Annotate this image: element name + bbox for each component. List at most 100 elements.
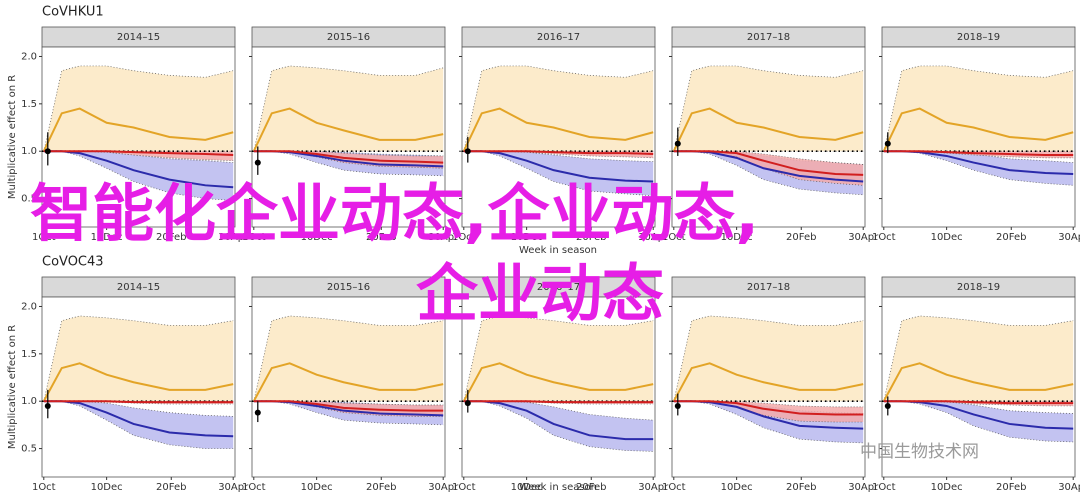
watermark: 中国生物技术网 <box>860 442 979 462</box>
panels: 2014–15 0.5 1.0 1.5 2.0 1Oct 10Dec 20Feb 30Apr 20… <box>21 26 1080 493</box>
ribbon-edge <box>673 65 864 152</box>
x-tick-label: 10Dec <box>91 482 123 493</box>
strip-label: 2015–16 <box>327 282 370 293</box>
strip-label: 2018–19 <box>957 32 1000 43</box>
ribbon-edge <box>253 400 444 426</box>
y-tick-label: 1.0 <box>21 146 37 157</box>
ribbon-edge <box>673 400 864 444</box>
ribbon <box>883 315 1074 402</box>
x-tick-label: 30Apr <box>1058 232 1080 243</box>
ribbon <box>673 401 864 423</box>
y-axis-label: Multiplicative effect on R <box>7 325 18 449</box>
start-point <box>464 400 471 407</box>
y-tick-label: 1.5 <box>21 349 37 360</box>
ribbon <box>43 151 234 201</box>
start-point <box>464 148 471 155</box>
strip-label: 2015–16 <box>327 32 370 43</box>
start-point <box>254 409 261 416</box>
x-axis-label: Week in season <box>519 482 597 493</box>
ribbon <box>253 65 444 152</box>
ribbon-edge <box>883 315 1074 402</box>
x-tick-label: 30Apr <box>218 482 249 493</box>
x-tick-label: 30Apr <box>218 232 249 243</box>
line <box>463 150 654 156</box>
ribbon-edge <box>883 65 1074 152</box>
line <box>462 107 654 152</box>
x-tick-label: 20Feb <box>366 232 396 243</box>
ribbon-edge <box>43 65 234 152</box>
strip-label: 2014–15 <box>117 32 160 43</box>
x-tick-label: 30Apr <box>848 232 879 243</box>
x-tick-label: 1Oct <box>872 232 896 243</box>
x-tick-label: 1Oct <box>662 232 686 243</box>
x-tick-label: 20Feb <box>786 232 816 243</box>
x-tick-label: 10Dec <box>721 232 753 243</box>
x-tick-label: 10Dec <box>931 482 963 493</box>
y-tick-label: 0.5 <box>21 444 37 455</box>
line <box>252 362 444 402</box>
line <box>672 362 864 402</box>
overlay-text: 企业动态 <box>416 257 664 330</box>
ribbon <box>673 315 864 402</box>
start-point <box>44 402 51 409</box>
ribbon-edge <box>253 315 444 402</box>
ribbon-edge <box>463 65 654 152</box>
ribbon <box>463 315 654 402</box>
line <box>882 107 1074 152</box>
line <box>253 150 444 164</box>
x-tick-label: 30Apr <box>848 482 879 493</box>
strip-label: 2017–18 <box>747 282 790 293</box>
ribbon <box>883 151 1074 186</box>
ribbon-edge <box>253 400 444 417</box>
line <box>43 150 234 156</box>
strip-label: 2016–17 <box>537 32 580 43</box>
overlay-text: 智能化企业动态,企业动态, <box>30 177 759 250</box>
line <box>252 107 444 152</box>
x-tick-label: 20Feb <box>996 232 1026 243</box>
start-point <box>254 159 261 166</box>
x-tick-label: 10Dec <box>301 232 333 243</box>
line <box>253 400 444 412</box>
x-tick-label: 20Feb <box>576 482 606 493</box>
ribbon-edge <box>253 65 444 152</box>
line <box>673 150 864 176</box>
y-tick-label: 1.5 <box>21 99 37 110</box>
start-point <box>884 402 891 409</box>
ribbon <box>43 315 234 402</box>
x-tick-label: 1Oct <box>452 232 476 243</box>
start-point <box>674 402 681 409</box>
x-tick-label: 30Apr <box>428 482 459 493</box>
line <box>462 362 654 402</box>
line <box>883 150 1074 156</box>
line <box>463 400 654 404</box>
y-tick-label: 2.0 <box>21 51 37 62</box>
ribbon-edge <box>673 315 864 402</box>
x-tick-label: 1Oct <box>32 482 56 493</box>
x-tick-label: 20Feb <box>786 482 816 493</box>
ribbon-edge <box>673 150 864 165</box>
strip-label: 2014–15 <box>117 282 160 293</box>
line <box>882 362 1074 402</box>
ribbon-edge <box>463 315 654 402</box>
x-tick-label: 10Dec <box>511 482 543 493</box>
ribbon-edge <box>43 315 234 402</box>
ribbon-edge <box>883 400 1074 443</box>
strip-label: 2017–18 <box>747 32 790 43</box>
x-tick-label: 1Oct <box>662 482 686 493</box>
ribbon <box>463 151 654 196</box>
ribbon-edge <box>883 150 1074 186</box>
ribbon <box>883 401 1074 442</box>
ribbon <box>673 65 864 152</box>
x-tick-label: 30Apr <box>428 232 459 243</box>
y-tick-label: 1.0 <box>21 396 37 407</box>
x-tick-label: 30Apr <box>638 482 669 493</box>
x-tick-label: 20Feb <box>576 232 606 243</box>
line <box>883 400 1074 405</box>
y-tick-label: 2.0 <box>21 301 37 312</box>
x-tick-label: 1Oct <box>452 482 476 493</box>
start-point <box>674 140 681 147</box>
y-tick-label: 0.5 <box>21 194 37 205</box>
ribbon-edge <box>43 150 234 163</box>
ribbon-edge <box>883 150 1074 163</box>
